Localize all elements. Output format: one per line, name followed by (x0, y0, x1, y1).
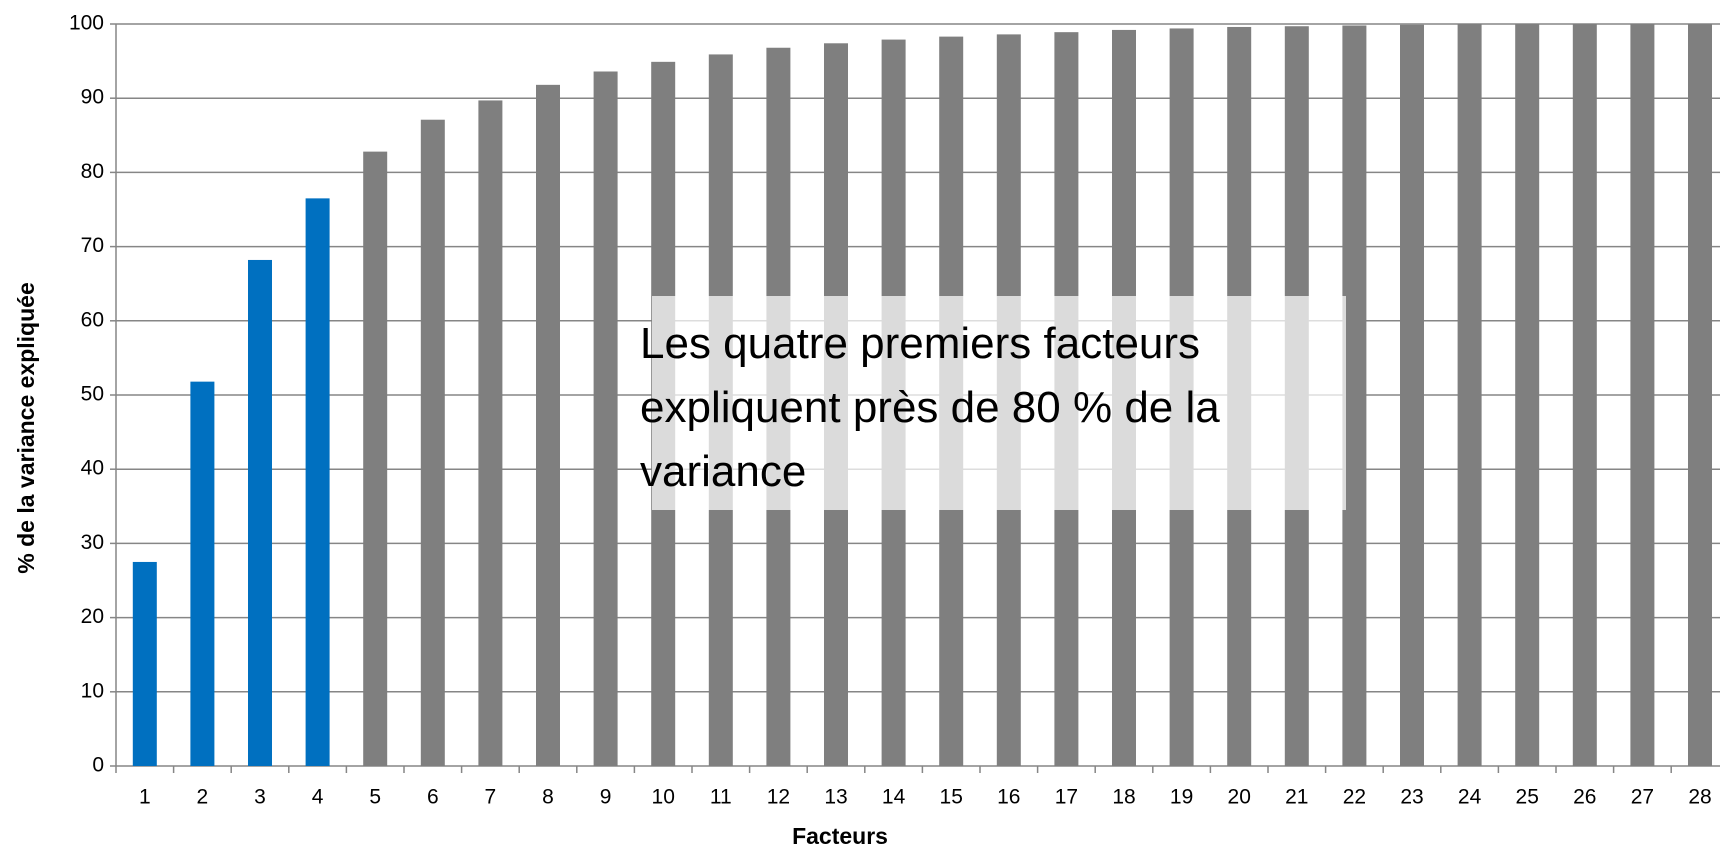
bar (1342, 25, 1367, 766)
x-tick-label: 2 (197, 786, 209, 809)
bar (305, 198, 330, 766)
bar (1515, 24, 1540, 766)
x-tick-label: 18 (1112, 786, 1135, 809)
bar (420, 119, 445, 766)
x-tick-label: 19 (1170, 786, 1193, 809)
x-tick-label: 23 (1400, 786, 1423, 809)
y-tick-label: 20 (81, 605, 104, 628)
annotation-box (652, 296, 1346, 510)
y-tick-label: 70 (81, 234, 104, 257)
x-tick-label: 14 (882, 786, 906, 809)
x-tick-label: 17 (1055, 786, 1078, 809)
x-tick-label: 3 (254, 786, 266, 809)
bar (1457, 24, 1482, 766)
x-tick-label: 24 (1458, 786, 1482, 809)
y-tick-label: 50 (81, 383, 104, 406)
x-tick-label: 25 (1516, 786, 1539, 809)
x-tick-label: 22 (1343, 786, 1366, 809)
x-tick-label: 15 (940, 786, 963, 809)
x-tick-label: 5 (369, 786, 381, 809)
y-tick-label: 30 (81, 531, 104, 554)
y-axis-title: % de la variance expliquée (13, 282, 39, 573)
x-tick-label: 21 (1285, 786, 1308, 809)
x-tick-label: 1 (139, 786, 151, 809)
y-tick-label: 40 (81, 457, 104, 480)
y-tick-label: 90 (81, 86, 104, 109)
y-tick-label: 80 (81, 160, 104, 183)
x-tick-label: 8 (542, 786, 554, 809)
bar (248, 259, 272, 766)
x-axis-title: Facteurs (792, 823, 888, 849)
x-tick-label: 26 (1573, 786, 1596, 809)
bar (1688, 24, 1712, 766)
y-tick-label: 60 (81, 308, 104, 331)
x-tick-label: 11 (710, 786, 732, 809)
x-tick-label: 4 (312, 786, 324, 809)
x-tick-label: 28 (1688, 786, 1711, 809)
y-tick-label: 0 (92, 754, 104, 777)
bar (132, 561, 157, 766)
x-tick-label: 9 (600, 786, 612, 809)
bar (363, 151, 388, 766)
x-tick-label: 10 (652, 786, 675, 809)
x-tick-label: 16 (997, 786, 1020, 809)
x-tick-label: 12 (767, 786, 790, 809)
bar (478, 100, 503, 766)
bar (536, 84, 560, 767)
x-tick-label: 20 (1228, 786, 1251, 809)
bar (190, 381, 215, 766)
bar (1400, 24, 1424, 766)
annotation: Les quatre premiers facteurs expliquent … (640, 319, 1220, 496)
x-tick-label: 7 (485, 786, 497, 809)
bar (1630, 24, 1655, 766)
x-tick-label: 13 (824, 786, 847, 809)
bar (593, 71, 618, 767)
x-tick-label: 27 (1631, 786, 1654, 809)
y-tick-label: 100 (69, 12, 104, 35)
y-tick-label: 10 (81, 679, 104, 702)
bar (1572, 24, 1597, 766)
x-tick-label: 6 (427, 786, 439, 809)
